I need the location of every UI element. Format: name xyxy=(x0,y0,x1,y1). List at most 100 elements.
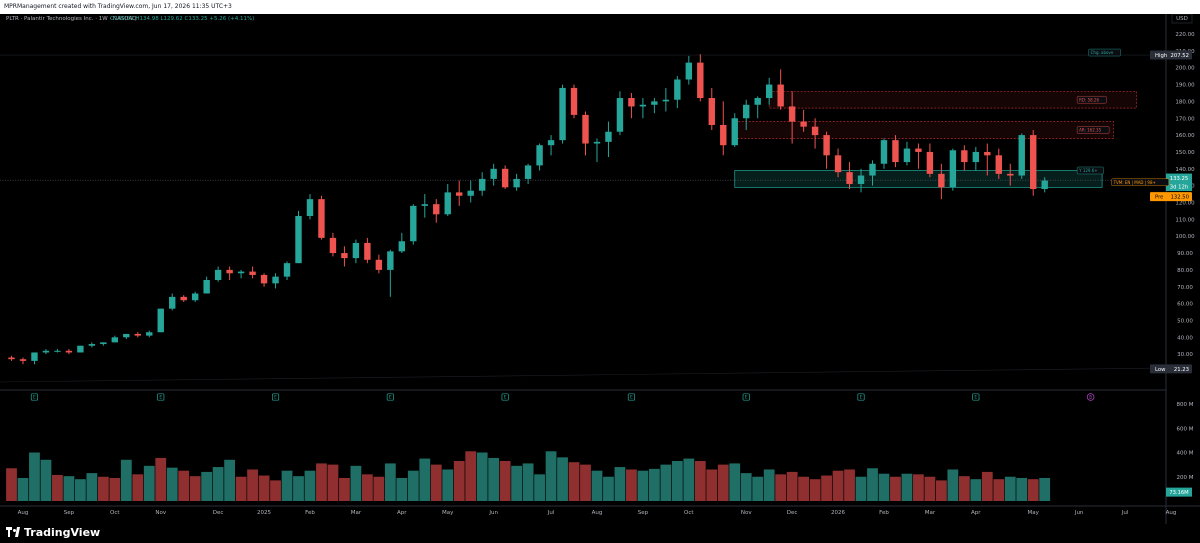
earnings-marker-icon xyxy=(386,393,394,401)
volume-bar xyxy=(189,476,201,501)
volume-bar xyxy=(155,457,167,501)
time-tick-label: Aug xyxy=(592,510,603,516)
annotation-box xyxy=(1076,166,1104,175)
time-tick-label: Feb xyxy=(305,510,315,516)
volume-bar xyxy=(430,464,442,501)
candle-body xyxy=(77,345,84,353)
candle-body xyxy=(754,98,761,105)
volume-tick-label: 400 M xyxy=(1177,451,1194,457)
volume-bar xyxy=(247,469,258,501)
volume-bar xyxy=(648,468,660,501)
time-tick-label: Aug xyxy=(1166,510,1177,516)
candle-body xyxy=(410,205,417,242)
volume-bar xyxy=(740,473,752,501)
candle-body xyxy=(949,150,957,188)
earnings-marker-label: E xyxy=(159,395,162,401)
price-label-value: 133.25 xyxy=(1170,176,1189,182)
volume-bar xyxy=(775,474,787,501)
time-axis[interactable]: Aug Sep Oct Nov Dec 2025 Feb Mar Apr May Jun Jul Aug… xyxy=(18,510,1200,516)
volume-bar xyxy=(52,474,63,501)
earnings-marker-icon xyxy=(501,393,509,401)
time-tick-label: Mar xyxy=(925,510,936,516)
candle-body xyxy=(662,99,670,102)
candle-body xyxy=(65,350,73,353)
volume-bar xyxy=(224,459,236,501)
candle-body xyxy=(559,87,566,141)
candle-body xyxy=(582,114,589,144)
candle-body xyxy=(972,151,980,163)
candle-body xyxy=(800,121,807,127)
volume-bar xyxy=(970,479,982,501)
candle-body xyxy=(387,251,394,270)
candle-body xyxy=(628,98,635,107)
volume-bar xyxy=(476,452,488,501)
volume-bar xyxy=(534,474,545,501)
earnings-marker-label: E xyxy=(389,395,392,401)
earnings-marker-label: E xyxy=(860,395,863,401)
time-tick-label: Apr xyxy=(397,510,407,516)
price-tick-label: 110.00 xyxy=(1175,217,1195,223)
candle-body xyxy=(364,242,371,260)
time-tick-label: Jun xyxy=(488,510,498,516)
time-tick-label: Oct xyxy=(110,510,120,516)
volume-bar xyxy=(1004,476,1016,501)
candle-body xyxy=(123,333,130,338)
volume-bar xyxy=(361,474,373,501)
volume-bar xyxy=(947,469,959,501)
volume-bar xyxy=(660,464,672,501)
volume-tick-label: 600 M xyxy=(1177,426,1194,432)
candle-body xyxy=(697,62,704,99)
candle-body xyxy=(8,357,15,360)
volume-bar xyxy=(844,469,855,501)
volume-bar xyxy=(453,460,465,501)
candle-body xyxy=(157,308,164,333)
time-tick-label: Dec xyxy=(787,510,798,516)
price-tick-label: 150.00 xyxy=(1175,150,1195,156)
volume-bar xyxy=(545,451,557,501)
candle-body xyxy=(869,163,876,176)
candle-body xyxy=(857,175,865,184)
time-tick-label: Apr xyxy=(971,510,981,516)
time-tick-label: Feb xyxy=(879,510,889,516)
earnings-marker-label: E xyxy=(504,395,507,401)
candle-body xyxy=(501,168,509,188)
candle-body xyxy=(375,259,383,270)
volume-bar xyxy=(132,474,144,501)
time-tick-label: Nov xyxy=(741,510,752,516)
annotation-label: TVM: EN | MAD | 98+ xyxy=(1113,180,1156,185)
volume-bar xyxy=(614,467,626,501)
volume-bar xyxy=(706,469,718,501)
earnings-marker-icon xyxy=(972,393,980,401)
price-axis[interactable]: USD 30.00 40.00 50.00 60.00 70.00 80.00 90.00 10… xyxy=(1166,14,1195,497)
price-tick-label: 140.00 xyxy=(1175,167,1195,173)
volume-bar xyxy=(488,457,500,501)
price-label-value: 3d 12h xyxy=(1170,184,1189,190)
volume-bar xyxy=(763,469,775,501)
annotation-box xyxy=(1076,126,1110,134)
volume-bar xyxy=(396,477,408,501)
candle-body xyxy=(433,204,440,215)
time-tick-label: 2025 xyxy=(257,510,271,516)
volume-bar xyxy=(591,470,603,501)
annotation-box xyxy=(1088,48,1121,57)
candle-body xyxy=(191,293,199,301)
candle-body xyxy=(1018,135,1025,176)
volume-bar xyxy=(867,468,878,501)
price-tick-label: 40.00 xyxy=(1177,335,1193,341)
price-tick-label: 200.00 xyxy=(1175,66,1195,72)
candle-body xyxy=(295,215,302,264)
dividend-marker-icon xyxy=(1086,393,1095,401)
volume-bar xyxy=(832,470,844,501)
candle-body xyxy=(685,62,693,80)
candle-body xyxy=(490,168,497,179)
candle-body xyxy=(547,140,555,146)
volume-bar xyxy=(17,477,29,501)
candle-body xyxy=(283,263,291,277)
earnings-marker-label: E xyxy=(630,395,633,401)
brand-name: TradingView xyxy=(24,525,101,539)
volume-bar xyxy=(258,475,270,501)
candle-body xyxy=(570,87,578,115)
candle-body xyxy=(226,269,233,274)
volume-bar xyxy=(419,458,431,501)
